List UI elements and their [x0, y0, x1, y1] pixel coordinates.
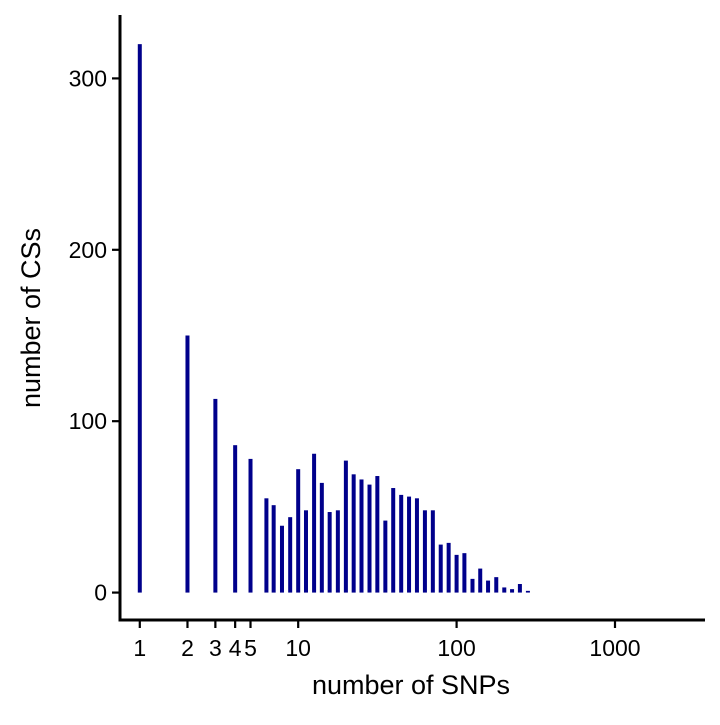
axes [112, 15, 705, 628]
bar-4 [248, 458, 253, 593]
bar-11 [312, 453, 317, 593]
bar-20 [383, 520, 388, 593]
bar-18 [367, 484, 372, 593]
bar-15 [343, 460, 348, 593]
bar-34 [494, 577, 499, 593]
bar-7 [279, 525, 284, 593]
tick-labels: 0 100 200 300 1 2 3 4 5 10 100 1000 [69, 65, 641, 661]
y-axis-title: number of CSs [16, 228, 46, 408]
bar-26 [430, 510, 435, 593]
bar-38 [525, 590, 530, 593]
y-tick-label-1: 100 [69, 408, 107, 434]
bar-23 [407, 496, 412, 593]
bar-25 [422, 510, 427, 593]
bar-13 [327, 512, 332, 593]
x-tick-label-4: 5 [244, 635, 257, 661]
bar-2 [213, 398, 218, 593]
bar-27 [438, 544, 443, 593]
bar-0 [137, 44, 142, 593]
bar-36 [510, 589, 515, 593]
bar-10 [303, 510, 308, 593]
bar-9 [296, 469, 301, 593]
bar-24 [414, 498, 419, 593]
bar-32 [478, 568, 483, 593]
bar-12 [319, 482, 324, 593]
bar-16 [351, 474, 356, 593]
x-tick-label-7: 1000 [589, 635, 640, 661]
bars [137, 44, 530, 593]
y-tick-label-2: 200 [69, 237, 107, 263]
x-tick-label-5: 10 [285, 635, 311, 661]
bar-37 [517, 584, 522, 593]
bar-30 [462, 553, 467, 593]
bar-17 [359, 479, 364, 593]
x-tick-label-6: 100 [437, 635, 475, 661]
x-axis-title: number of SNPs [312, 670, 510, 700]
x-tick-label-0: 1 [133, 635, 146, 661]
bar-35 [502, 587, 507, 593]
x-tick-label-3: 4 [229, 635, 242, 661]
bar-6 [271, 505, 276, 593]
bar-5 [264, 498, 269, 593]
bar-3 [233, 445, 238, 593]
bar-21 [391, 488, 396, 593]
y-tick-label-3: 300 [69, 65, 107, 91]
x-tick-label-1: 2 [181, 635, 194, 661]
bar-31 [470, 578, 475, 593]
y-tick-label-0: 0 [94, 580, 107, 606]
bar-22 [399, 494, 404, 593]
bar-29 [454, 554, 459, 593]
bar-33 [486, 580, 491, 593]
bar-8 [288, 517, 293, 593]
bar-28 [446, 542, 451, 593]
bar-1 [185, 335, 190, 593]
x-tick-label-2: 3 [209, 635, 222, 661]
bar-14 [335, 510, 340, 593]
bar-19 [375, 476, 380, 593]
